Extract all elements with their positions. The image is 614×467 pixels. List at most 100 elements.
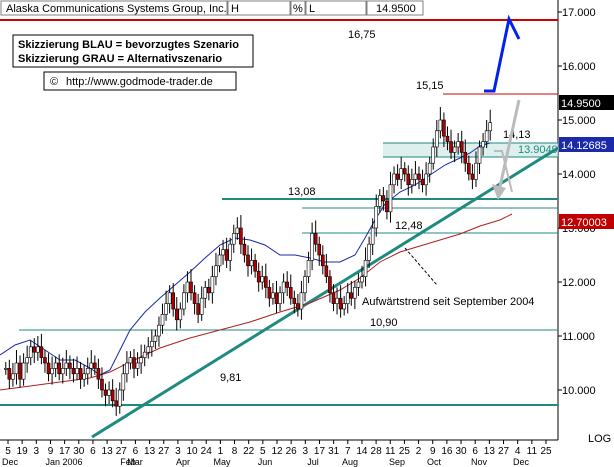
url-frame xyxy=(43,71,237,91)
candle-body xyxy=(75,368,79,375)
x-month-label: May xyxy=(213,457,231,467)
price-tag-last: 14.9500 xyxy=(559,95,614,110)
candle-body xyxy=(43,357,47,364)
candle-body xyxy=(121,373,126,391)
candle-body xyxy=(228,243,232,261)
candle-body xyxy=(392,173,396,186)
candle-body xyxy=(82,373,86,380)
x-day-label: 6 xyxy=(133,446,139,457)
candle-body xyxy=(256,270,261,283)
candle-body xyxy=(164,303,168,315)
candle-body xyxy=(96,368,101,380)
candle-body xyxy=(100,378,104,391)
candle-body xyxy=(203,287,208,299)
candle-body xyxy=(117,389,122,407)
candle-body xyxy=(477,146,482,164)
candle-body xyxy=(427,162,432,175)
candle-body xyxy=(18,362,22,380)
header-h-flag: H xyxy=(231,3,239,15)
x-day-label: 6 xyxy=(90,446,96,457)
candle-body xyxy=(335,297,339,304)
x-day-label: 13 xyxy=(484,446,496,457)
candle-body xyxy=(467,162,471,175)
x-day-label: 5 xyxy=(260,446,266,457)
x-day-label: 17 xyxy=(314,446,326,457)
x-month-label: Nov xyxy=(471,457,488,467)
label-14-13: 14,13 xyxy=(503,129,531,141)
candle-body xyxy=(484,130,489,142)
candle-body xyxy=(174,308,179,321)
x-day-label: 25 xyxy=(540,446,552,457)
candle-body xyxy=(199,297,204,315)
price-tag-1412: 14.12685 xyxy=(559,137,614,152)
legend-box: Skizzierung BLAU = bevorzugtes Szenario … xyxy=(12,34,254,91)
x-day-label: 22 xyxy=(243,446,255,457)
header-l-cell xyxy=(305,0,367,16)
candle-body xyxy=(356,281,361,288)
candle-body xyxy=(296,303,300,310)
candle-body xyxy=(449,141,453,153)
candle-body xyxy=(271,292,275,299)
candle-body xyxy=(328,276,332,294)
price-tag-last-bg xyxy=(559,95,614,110)
candle-body xyxy=(377,195,382,207)
x-day-label: 8 xyxy=(232,446,238,457)
candle-body xyxy=(388,184,393,213)
candle-body xyxy=(288,287,293,299)
x-day-label: 16 xyxy=(441,446,453,457)
candle-body xyxy=(235,227,240,234)
candle-body xyxy=(292,297,297,304)
candle-body xyxy=(139,357,143,364)
candle-body xyxy=(420,179,425,186)
price-tag-1270-bg xyxy=(559,214,614,229)
candle-body xyxy=(153,335,158,342)
candle-body xyxy=(103,389,108,396)
label-16-75: 16,75 xyxy=(348,29,376,41)
header-last-value: 14.9500 xyxy=(376,3,416,15)
candle-body xyxy=(21,362,26,380)
x-month-label: Jan 2006 xyxy=(45,457,82,467)
candle-body xyxy=(11,373,15,380)
x-month-label: Oct xyxy=(427,457,442,467)
candle-body xyxy=(214,265,218,277)
candle-body xyxy=(331,292,336,304)
x-day-label: 3 xyxy=(175,446,181,457)
price-tag-1270: 12.70003 xyxy=(559,214,614,229)
copyright-icon: © xyxy=(50,76,58,88)
candle-body xyxy=(28,346,33,358)
candle-body xyxy=(253,260,257,272)
header-company-cell xyxy=(0,0,228,16)
y-scale-label: LOG xyxy=(588,433,611,445)
y-tick-label: 11.000 xyxy=(562,331,595,343)
candle-body xyxy=(207,287,211,294)
candle-body xyxy=(459,141,464,153)
candle-body xyxy=(146,346,151,353)
legend-line-blue: Skizzierung BLAU = bevorzugtes Szenario xyxy=(18,39,239,51)
x-month-label: Jun xyxy=(258,457,273,467)
x-day-label: 3 xyxy=(303,446,309,457)
x-day-label: 4 xyxy=(515,446,521,457)
x-day-label: 12 xyxy=(271,446,283,457)
y-tick-label: 12.000 xyxy=(562,277,596,289)
scenario-grey-mini xyxy=(494,150,513,193)
x-day-label: 6 xyxy=(472,446,478,457)
candle-body xyxy=(278,292,282,304)
candle-body xyxy=(93,362,97,369)
x-day-label: 7 xyxy=(345,446,351,457)
x-month-label: Jul xyxy=(307,457,319,467)
candle-body xyxy=(249,260,254,267)
x-month-label: Mar xyxy=(127,457,143,467)
price-tag-1270-text: 12.70003 xyxy=(561,217,607,229)
candle-body xyxy=(303,276,307,294)
candle-body xyxy=(71,368,76,375)
candle-body xyxy=(185,281,190,294)
candle-body xyxy=(157,324,161,337)
y-tick-label: 16.000 xyxy=(562,61,596,73)
candle-body xyxy=(438,119,443,132)
x-day-label: 14 xyxy=(356,446,368,457)
price-tag-1412-text: 14.12685 xyxy=(561,140,607,152)
x-month-label: Sep xyxy=(389,457,405,467)
candle-body xyxy=(178,308,183,321)
x-day-label: 9 xyxy=(48,446,54,457)
